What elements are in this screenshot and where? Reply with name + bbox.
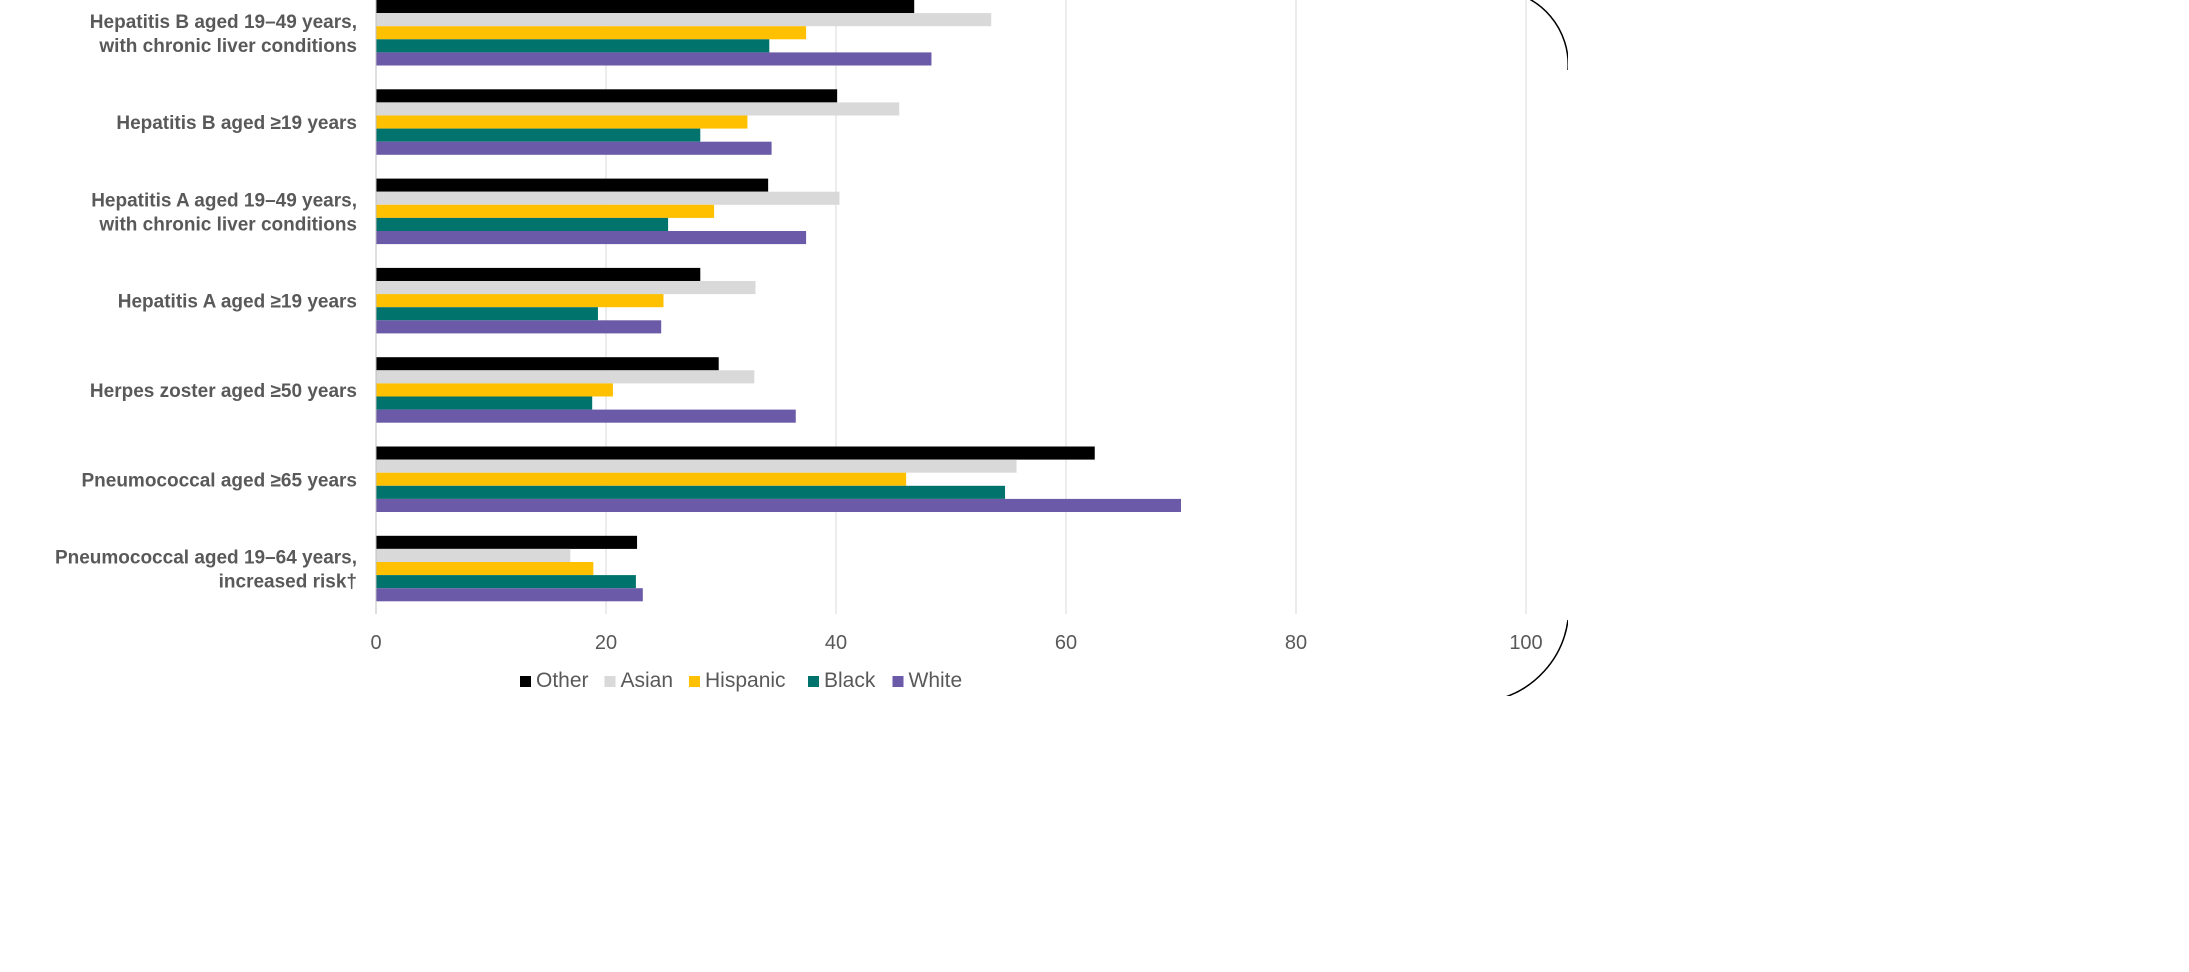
bar-white-4: [376, 409, 796, 423]
bar-black-6: [376, 575, 636, 589]
x-tick-label: 100: [1509, 632, 1542, 654]
corner-arc-bottom: [1505, 619, 1568, 696]
bar-hispanic-5: [376, 472, 907, 486]
bar-black-5: [376, 485, 1006, 499]
legend-label-hispanic: Hispanic: [705, 669, 786, 692]
bars: [376, 0, 1181, 602]
legend-swatch-hispanic: [689, 676, 700, 687]
category-labels: Hepatitis B aged 19–49 years, with chroni…: [55, 12, 357, 593]
bar-black-2: [376, 217, 669, 231]
bar-asian-5: [376, 459, 1017, 473]
bar-black-4: [376, 396, 593, 410]
bar-other-2: [376, 178, 769, 192]
category-label: Herpes zoster aged ≥50 years: [90, 381, 357, 402]
category-label: increased risk†: [219, 572, 357, 593]
bar-asian-4: [376, 370, 755, 384]
category-label: with chronic liver conditions: [98, 214, 357, 235]
category-label: Hepatitis B aged ≥19 years: [116, 113, 357, 134]
bar-white-1: [376, 141, 772, 155]
bar-white-5: [376, 498, 1181, 512]
bar-black-0: [376, 39, 770, 53]
legend-label-white: White: [909, 669, 963, 692]
legend-label-asian: Asian: [621, 669, 674, 692]
legend-swatch-asian: [604, 676, 616, 687]
bar-hispanic-6: [376, 562, 594, 576]
bar-hispanic-4: [376, 383, 613, 397]
x-tick-label: 80: [1285, 632, 1307, 654]
x-tick-label: 20: [595, 632, 617, 654]
bar-asian-6: [376, 548, 571, 562]
category-label: Hepatitis B aged 19–49 years,: [90, 12, 357, 33]
x-tick-label: 40: [825, 632, 847, 654]
bar-other-6: [376, 535, 638, 549]
bar-asian-2: [376, 191, 840, 205]
category-label: Hepatitis A aged ≥19 years: [118, 292, 357, 313]
category-label: with chronic liver conditions: [98, 36, 357, 57]
bar-asian-0: [376, 13, 992, 27]
legend-label-other: Other: [536, 669, 589, 692]
bar-hispanic-1: [376, 115, 748, 129]
bar-other-1: [376, 89, 838, 103]
corner-arc: [1529, 0, 1568, 70]
bar-hispanic-0: [376, 26, 807, 40]
category-label: Hepatitis A aged 19–49 years,: [91, 190, 357, 211]
bar-other-0: [376, 0, 915, 14]
bar-white-2: [376, 231, 807, 245]
legend: Other Asian Hispanic Black White: [520, 669, 962, 692]
bar-other-3: [376, 267, 701, 281]
legend-swatch-white: [892, 676, 904, 687]
bar-other-5: [376, 446, 1095, 460]
bar-chart: Hepatitis B aged 19–49 years, with chroni…: [55, 0, 1568, 696]
x-tick-label: 0: [370, 632, 381, 654]
bar-white-6: [376, 588, 643, 602]
bar-black-3: [376, 307, 598, 321]
bar-white-3: [376, 320, 662, 334]
bar-other-4: [376, 357, 719, 371]
legend-label-black: Black: [824, 669, 876, 692]
bar-asian-3: [376, 281, 756, 295]
x-tick-label: 60: [1055, 632, 1077, 654]
bar-black-1: [376, 128, 701, 142]
bar-asian-1: [376, 102, 900, 116]
x-tick-labels: 0 20 40 60 80 100: [370, 632, 1542, 654]
bar-white-0: [376, 52, 932, 66]
bar-hispanic-2: [376, 204, 715, 218]
category-label: Pneumococcal aged ≥65 years: [81, 470, 357, 491]
legend-swatch-other: [520, 676, 531, 687]
legend-swatch-black: [808, 676, 819, 687]
category-label: Pneumococcal aged 19–64 years,: [55, 548, 357, 569]
bar-hispanic-3: [376, 294, 664, 308]
